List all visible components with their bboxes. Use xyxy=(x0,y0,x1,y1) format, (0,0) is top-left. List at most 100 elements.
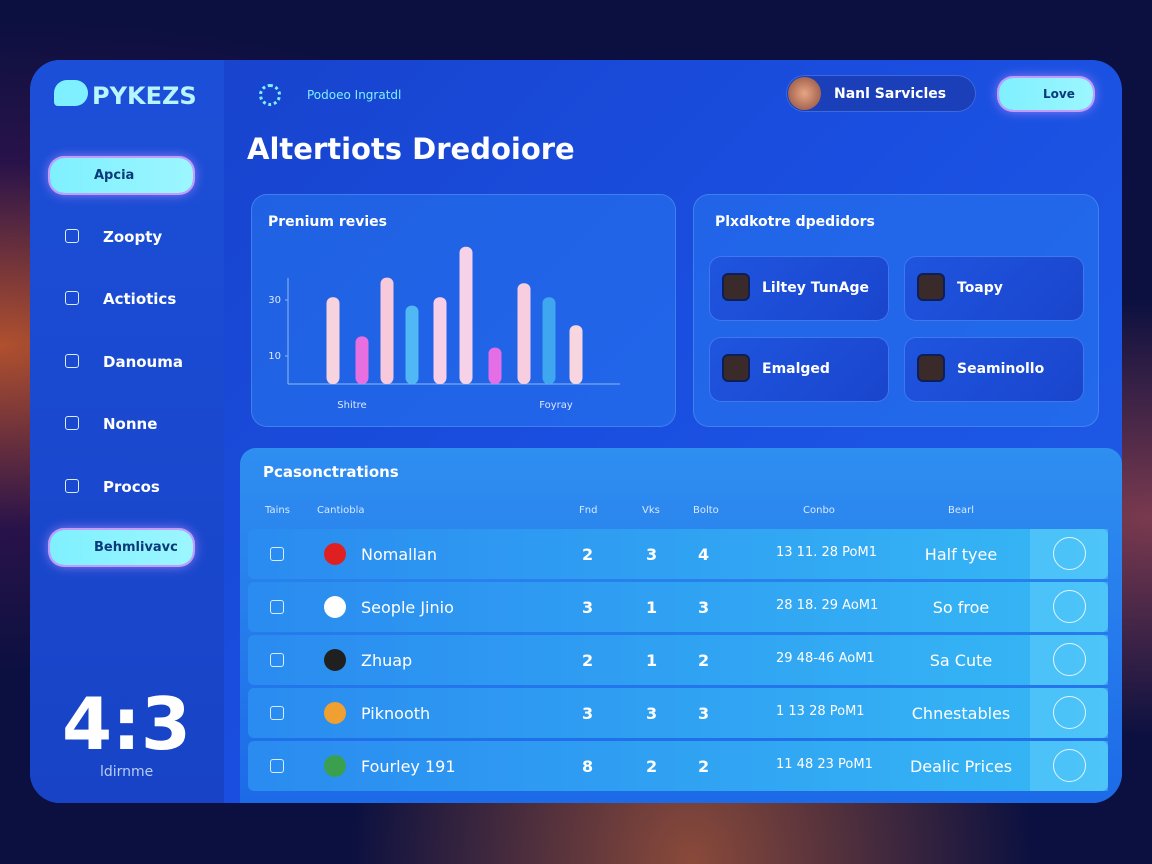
column-header: Bolto xyxy=(693,505,719,516)
logo-icon xyxy=(54,80,88,106)
row-action-icon[interactable] xyxy=(1053,696,1086,729)
row-cell: Nomallan xyxy=(361,545,437,564)
row-action-icon[interactable] xyxy=(1053,749,1086,782)
nav-icon xyxy=(65,354,79,368)
feature-icon xyxy=(917,354,945,382)
bar xyxy=(569,325,583,384)
row-icon xyxy=(270,706,284,720)
ratio-caption: ldirnme xyxy=(100,764,154,780)
nav-icon xyxy=(65,229,79,243)
row-flag xyxy=(324,543,346,565)
feature-label: Emalged xyxy=(762,361,830,377)
ratio-value: 4:3 xyxy=(62,682,191,766)
row-label: Chnestables xyxy=(911,704,1011,723)
feature-icon xyxy=(722,354,750,382)
chart-title: Prenium revies xyxy=(268,214,388,230)
row-cell: 2 xyxy=(582,545,594,564)
row-cell: 3 xyxy=(582,704,594,723)
row-action-icon[interactable] xyxy=(1053,643,1086,676)
feature-title: Plxdkotre dpedidors xyxy=(715,214,875,230)
row-flag xyxy=(324,755,346,777)
table-row[interactable] xyxy=(248,741,1108,791)
search-text[interactable]: Podoeo Ingratdl xyxy=(307,88,402,102)
table-row[interactable] xyxy=(248,582,1108,632)
row-cell: 2 xyxy=(698,651,710,670)
page-title: Altertiots Dredoiore xyxy=(247,132,575,166)
bar xyxy=(517,283,531,384)
row-cell: 3 xyxy=(646,704,658,723)
row-cell: 29 48-46 AoM1 xyxy=(776,651,875,666)
row-cell: Piknooth xyxy=(361,704,431,723)
row-icon xyxy=(270,547,284,561)
bar xyxy=(405,305,419,384)
bar xyxy=(380,277,394,384)
bar xyxy=(433,297,447,384)
row-cell: 13 11. 28 PoM1 xyxy=(776,545,877,560)
nav-item[interactable]: Danouma xyxy=(103,353,183,371)
love-button[interactable]: Love xyxy=(999,78,1093,110)
row-cell: 28 18. 29 AoM1 xyxy=(776,598,879,613)
row-label: So froe xyxy=(932,598,990,617)
nav-item[interactable]: Actiotics xyxy=(103,290,177,308)
row-cell: Zhuap xyxy=(361,651,413,670)
feature-icon xyxy=(722,273,750,301)
row-cell: 3 xyxy=(646,545,658,564)
table-row[interactable] xyxy=(248,529,1108,579)
y-tick-label: 30 xyxy=(268,295,281,306)
row-cell: 4 xyxy=(698,545,710,564)
row-cell: 3 xyxy=(698,704,710,723)
row-action-icon[interactable] xyxy=(1053,537,1086,570)
nav-item-active[interactable]: Apcia xyxy=(50,158,193,193)
nav-item[interactable]: Nonne xyxy=(103,415,158,433)
row-cell: 11 48 23 PoM1 xyxy=(776,757,873,772)
row-cell: 2 xyxy=(582,651,594,670)
table-title: Pcasonctrations xyxy=(263,463,399,481)
bar xyxy=(542,297,556,384)
y-tick-label: 10 xyxy=(268,351,281,362)
nav-icon xyxy=(65,479,79,493)
row-cell: 3 xyxy=(582,598,594,617)
column-header: Tains xyxy=(265,505,290,516)
table-row[interactable] xyxy=(248,688,1108,738)
column-header: Vks xyxy=(642,505,660,516)
x-tick-label: Foyray xyxy=(539,400,573,411)
column-header: Fnd xyxy=(579,505,598,516)
row-label: Dealic Prices xyxy=(909,757,1013,776)
user-name: Nanl Sarvicles xyxy=(834,86,947,102)
loading-icon xyxy=(259,84,281,106)
bar xyxy=(326,297,340,384)
nav-item-active[interactable]: Behmlivavc xyxy=(50,530,193,565)
avatar xyxy=(788,77,821,110)
row-action-icon[interactable] xyxy=(1053,590,1086,623)
logo: PYKEZS xyxy=(92,82,197,110)
nav-icon xyxy=(65,416,79,430)
row-flag xyxy=(324,702,346,724)
bar xyxy=(355,336,369,384)
row-flag xyxy=(324,649,346,671)
row-cell: 1 xyxy=(646,598,658,617)
row-flag xyxy=(324,596,346,618)
row-label: Half tyee xyxy=(924,545,998,564)
column-header: Conbo xyxy=(803,505,835,516)
feature-icon xyxy=(917,273,945,301)
feature-label: Seaminollo xyxy=(957,361,1045,377)
row-icon xyxy=(270,600,284,614)
table-row[interactable] xyxy=(248,635,1108,685)
row-cell: 2 xyxy=(698,757,710,776)
row-cell: 2 xyxy=(646,757,658,776)
nav-item[interactable]: Procos xyxy=(103,478,160,496)
column-header: Cantiobla xyxy=(317,505,365,516)
x-tick-label: Shitre xyxy=(337,400,366,411)
feature-label: Toapy xyxy=(957,280,1003,296)
row-icon xyxy=(270,653,284,667)
row-cell: Fourley 191 xyxy=(361,757,456,776)
row-icon xyxy=(270,759,284,773)
bar xyxy=(488,347,502,384)
bar xyxy=(459,246,473,384)
row-cell: 8 xyxy=(582,757,594,776)
row-cell: 1 13 28 PoM1 xyxy=(776,704,865,719)
nav-item[interactable]: Zoopty xyxy=(103,228,163,246)
row-cell: 1 xyxy=(646,651,658,670)
